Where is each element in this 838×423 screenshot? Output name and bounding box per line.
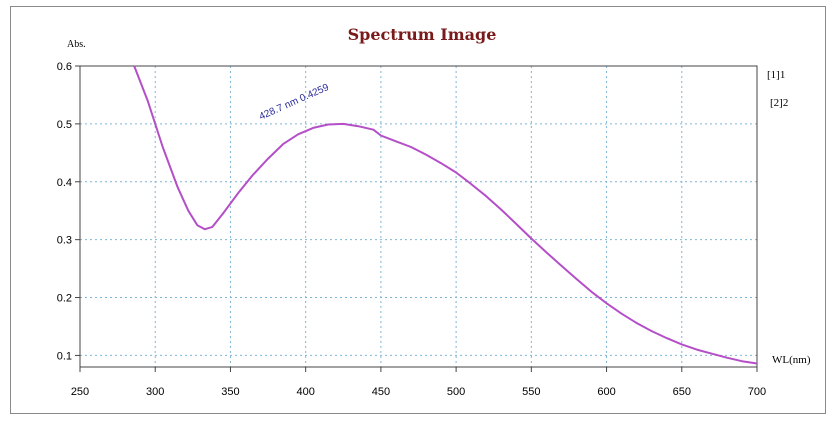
y-tick-label: 0.3 <box>57 235 72 247</box>
y-tick-label: 0.4 <box>57 177 72 189</box>
x-tick-label: 550 <box>522 386 540 398</box>
y-axis-label: Abs. <box>67 39 86 50</box>
x-tick-label: 700 <box>748 386 766 398</box>
grid <box>80 66 757 367</box>
x-tick-label: 450 <box>372 386 390 398</box>
chart-title: Spectrum Image <box>348 25 497 44</box>
y-tick-label: 0.1 <box>57 350 72 362</box>
peak-annotation: 428.7 nm 0.4259 <box>258 82 331 123</box>
y-tick-label: 0.6 <box>57 61 72 73</box>
legend-item-2: [2]2 <box>770 97 788 109</box>
legend-item-1: [1]1 <box>767 69 785 81</box>
x-tick-label: 400 <box>296 386 314 398</box>
legend: [1]1 [2]2 <box>767 69 788 109</box>
x-tick-label: 500 <box>447 386 465 398</box>
chart-frame <box>10 6 826 414</box>
x-tick-label: 350 <box>221 386 239 398</box>
x-tick-label: 250 <box>71 386 89 398</box>
x-tick-label: 300 <box>146 386 164 398</box>
y-tick-label: 0.5 <box>57 119 72 131</box>
x-tick-label: 650 <box>673 386 691 398</box>
axis-ticks: 250 300 350 400 450 500 550 600 650 700 0.1 0.2 0.3 0… <box>57 61 766 398</box>
plot-area <box>79 65 758 368</box>
series-line <box>133 65 758 365</box>
series-group <box>133 65 758 365</box>
x-tick-label: 600 <box>597 386 615 398</box>
y-tick-label: 0.2 <box>57 293 72 305</box>
x-axis-label: WL(nm) <box>772 354 811 366</box>
